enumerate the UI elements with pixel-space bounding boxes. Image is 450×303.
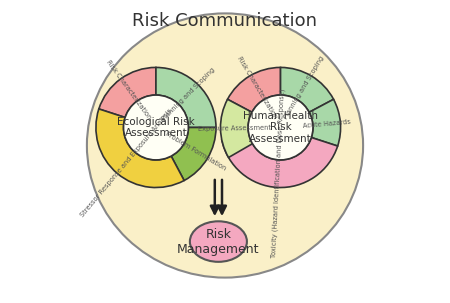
Text: Stressor Response and Exposure Analysis: Stressor Response and Exposure Analysis: [79, 108, 173, 218]
Ellipse shape: [190, 221, 247, 262]
Text: Acute Hazards: Acute Hazards: [302, 118, 351, 128]
Circle shape: [123, 95, 189, 160]
Wedge shape: [156, 68, 216, 128]
Wedge shape: [280, 68, 333, 112]
Text: Ecological Risk
Assessment: Ecological Risk Assessment: [117, 117, 195, 138]
Text: Human Health
Risk
Assessment: Human Health Risk Assessment: [243, 111, 318, 144]
Ellipse shape: [87, 13, 363, 278]
Wedge shape: [171, 128, 216, 181]
Text: Risk
Management: Risk Management: [177, 228, 260, 255]
Text: Problem Formulation: Problem Formulation: [164, 131, 227, 172]
Circle shape: [248, 95, 313, 160]
Text: Planning and Scoping: Planning and Scoping: [283, 55, 325, 120]
Text: Toxicity (Hazard Identification and Dose Response): Toxicity (Hazard Identification and Dose…: [270, 89, 286, 258]
Text: Risk Communication: Risk Communication: [132, 12, 318, 30]
Text: Risk Characterization: Risk Characterization: [236, 56, 278, 120]
Wedge shape: [99, 68, 156, 118]
Wedge shape: [228, 68, 280, 112]
Text: Exposure Assessment: Exposure Assessment: [198, 125, 271, 132]
Text: Planning and Scoping: Planning and Scoping: [161, 67, 216, 122]
Text: Risk Characterization: Risk Characterization: [105, 59, 152, 121]
Wedge shape: [96, 109, 184, 188]
Wedge shape: [222, 134, 338, 188]
Wedge shape: [309, 99, 341, 146]
Wedge shape: [220, 99, 252, 158]
